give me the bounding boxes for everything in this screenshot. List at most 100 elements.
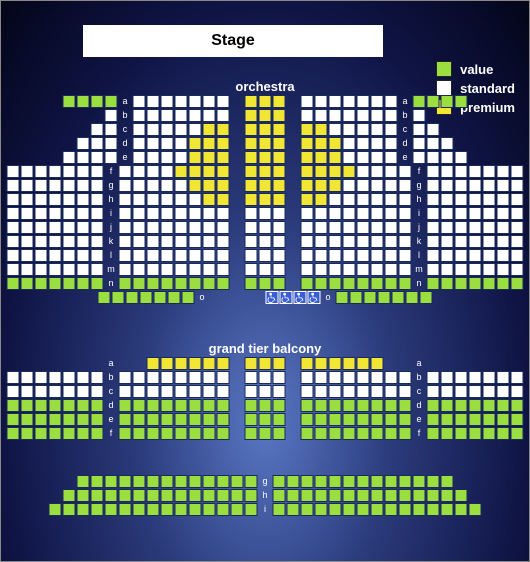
- seat[interactable]: [91, 137, 104, 150]
- seat[interactable]: [91, 123, 104, 136]
- seat[interactable]: [77, 427, 90, 440]
- seat[interactable]: [63, 179, 76, 192]
- seat[interactable]: [427, 263, 440, 276]
- seat[interactable]: [273, 249, 286, 262]
- seat[interactable]: [357, 165, 370, 178]
- seat[interactable]: [469, 385, 482, 398]
- seat[interactable]: [427, 123, 440, 136]
- seat[interactable]: [399, 193, 412, 206]
- seat[interactable]: [49, 193, 62, 206]
- seat[interactable]: [385, 385, 398, 398]
- seat[interactable]: [91, 263, 104, 276]
- seat[interactable]: [273, 95, 286, 108]
- seat[interactable]: [203, 137, 216, 150]
- seat[interactable]: [483, 207, 496, 220]
- seat[interactable]: [427, 503, 440, 516]
- seat[interactable]: [77, 137, 90, 150]
- seat[interactable]: [217, 413, 230, 426]
- seat[interactable]: [161, 235, 174, 248]
- seat[interactable]: [91, 221, 104, 234]
- seat[interactable]: [133, 193, 146, 206]
- seat[interactable]: [385, 475, 398, 488]
- seat[interactable]: [119, 503, 132, 516]
- seat[interactable]: [112, 291, 125, 304]
- seat[interactable]: [245, 399, 258, 412]
- seat[interactable]: [161, 207, 174, 220]
- seat[interactable]: [7, 399, 20, 412]
- seat[interactable]: [483, 427, 496, 440]
- seat[interactable]: [427, 249, 440, 262]
- seat[interactable]: [469, 221, 482, 234]
- seat[interactable]: [301, 179, 314, 192]
- seat[interactable]: [189, 207, 202, 220]
- seat[interactable]: [161, 95, 174, 108]
- wheelchair-icon[interactable]: [280, 291, 293, 304]
- seat[interactable]: [49, 221, 62, 234]
- seat[interactable]: [182, 291, 195, 304]
- seat[interactable]: [203, 475, 216, 488]
- seat[interactable]: [385, 235, 398, 248]
- seat[interactable]: [245, 413, 258, 426]
- seat[interactable]: [329, 489, 342, 502]
- seat[interactable]: [455, 413, 468, 426]
- seat[interactable]: [455, 371, 468, 384]
- seat[interactable]: [49, 503, 62, 516]
- seat[interactable]: [217, 123, 230, 136]
- seat[interactable]: [259, 371, 272, 384]
- seat[interactable]: [49, 399, 62, 412]
- seat[interactable]: [21, 179, 34, 192]
- seat[interactable]: [259, 263, 272, 276]
- seat[interactable]: [119, 249, 132, 262]
- seat[interactable]: [175, 277, 188, 290]
- seat[interactable]: [259, 413, 272, 426]
- seat[interactable]: [357, 123, 370, 136]
- seat[interactable]: [455, 193, 468, 206]
- seat[interactable]: [357, 475, 370, 488]
- seat[interactable]: [189, 399, 202, 412]
- seat[interactable]: [21, 427, 34, 440]
- seat[interactable]: [189, 137, 202, 150]
- seat[interactable]: [259, 109, 272, 122]
- seat[interactable]: [497, 399, 510, 412]
- seat[interactable]: [497, 165, 510, 178]
- seat[interactable]: [119, 179, 132, 192]
- seat[interactable]: [245, 165, 258, 178]
- seat[interactable]: [133, 95, 146, 108]
- seat[interactable]: [315, 385, 328, 398]
- seat[interactable]: [175, 475, 188, 488]
- seat[interactable]: [147, 95, 160, 108]
- seat[interactable]: [385, 249, 398, 262]
- seat[interactable]: [357, 193, 370, 206]
- seat[interactable]: [161, 151, 174, 164]
- seat[interactable]: [315, 109, 328, 122]
- seat[interactable]: [147, 399, 160, 412]
- seat[interactable]: [413, 123, 426, 136]
- seat[interactable]: [357, 263, 370, 276]
- wheelchair-icon[interactable]: [308, 291, 321, 304]
- seat[interactable]: [301, 385, 314, 398]
- seat[interactable]: [385, 207, 398, 220]
- seat[interactable]: [21, 193, 34, 206]
- seat[interactable]: [329, 179, 342, 192]
- seat[interactable]: [315, 475, 328, 488]
- seat[interactable]: [217, 427, 230, 440]
- seat[interactable]: [147, 503, 160, 516]
- seat[interactable]: [469, 235, 482, 248]
- seat[interactable]: [315, 277, 328, 290]
- seat[interactable]: [49, 165, 62, 178]
- seat[interactable]: [287, 503, 300, 516]
- seat[interactable]: [7, 193, 20, 206]
- seat[interactable]: [203, 235, 216, 248]
- seat[interactable]: [91, 95, 104, 108]
- seat[interactable]: [189, 385, 202, 398]
- seat[interactable]: [259, 193, 272, 206]
- seat[interactable]: [189, 427, 202, 440]
- seat[interactable]: [357, 357, 370, 370]
- seat[interactable]: [21, 221, 34, 234]
- seat[interactable]: [133, 263, 146, 276]
- seat[interactable]: [245, 221, 258, 234]
- seat[interactable]: [91, 399, 104, 412]
- seat[interactable]: [119, 207, 132, 220]
- seat[interactable]: [245, 263, 258, 276]
- seat[interactable]: [63, 193, 76, 206]
